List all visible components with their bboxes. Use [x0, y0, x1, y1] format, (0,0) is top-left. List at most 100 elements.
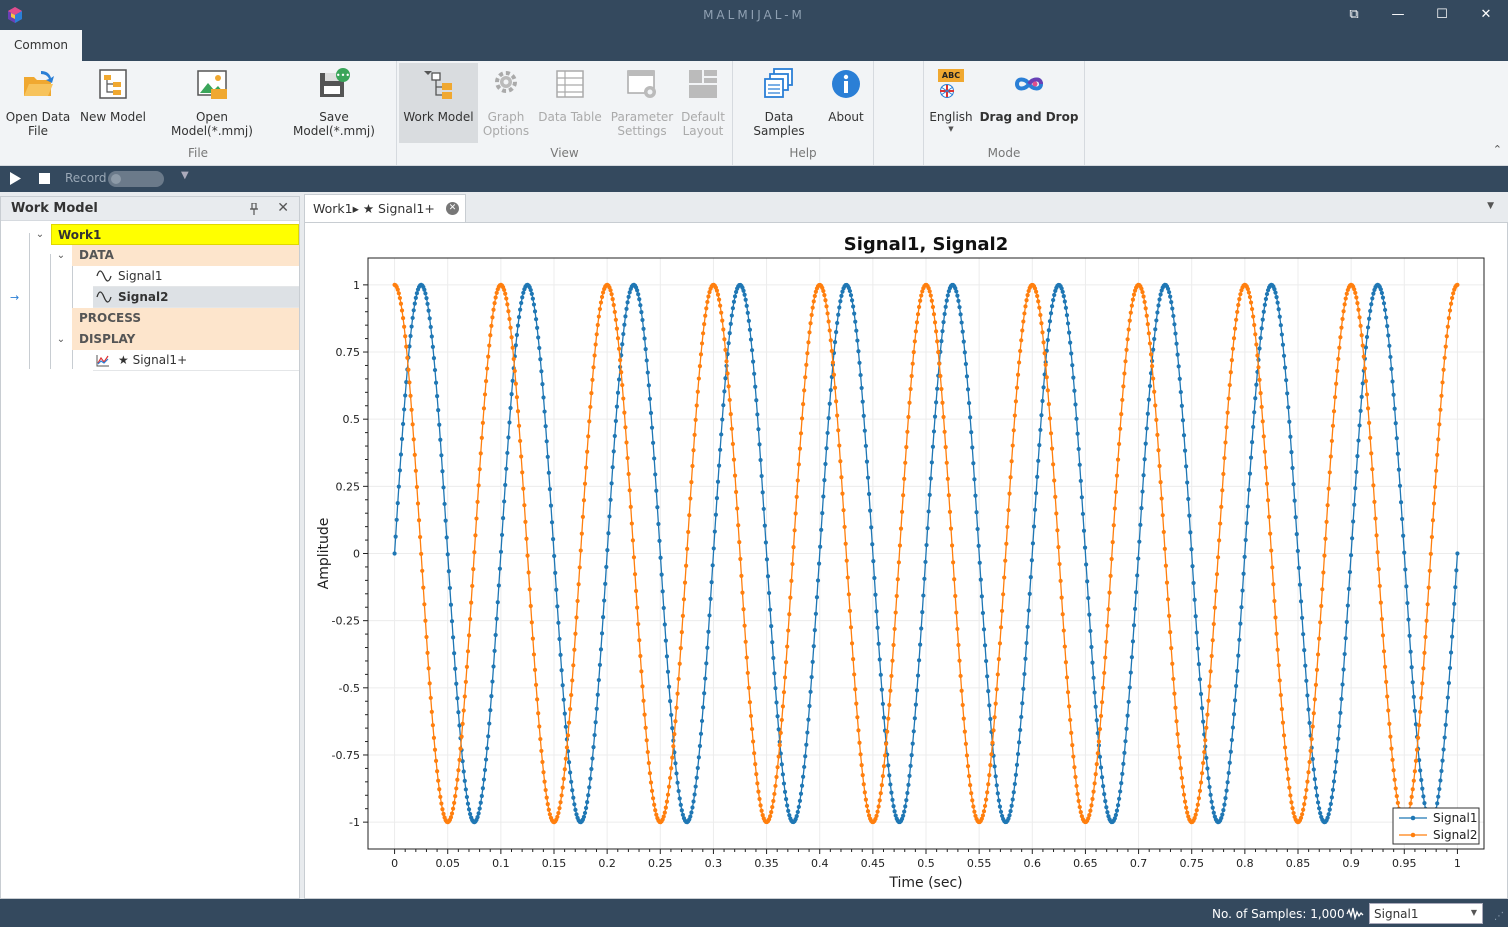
data-point	[440, 469, 445, 474]
close-button[interactable]: ✕	[1480, 7, 1492, 22]
data-point	[1168, 294, 1173, 299]
data-point	[1223, 440, 1228, 445]
data-point	[449, 811, 455, 816]
about-button[interactable]: About	[824, 63, 868, 143]
new-model-button[interactable]: New Model	[78, 63, 148, 143]
data-point	[854, 328, 859, 333]
data-point	[527, 587, 532, 592]
pin-icon[interactable]	[249, 203, 259, 215]
expand-chevron-icon[interactable]: ⌄	[56, 250, 66, 261]
data-point	[464, 794, 470, 800]
data-point	[1387, 721, 1392, 726]
stop-icon[interactable]	[39, 173, 50, 184]
default-layout-button[interactable]: Default Layout	[678, 63, 728, 143]
data-point	[689, 480, 694, 485]
record-toggle[interactable]	[108, 171, 164, 187]
record-dropdown-icon[interactable]: ▼	[181, 170, 189, 181]
play-icon[interactable]	[10, 172, 21, 185]
data-point	[1040, 330, 1045, 335]
data-point	[1103, 655, 1108, 660]
data-point	[773, 686, 778, 691]
data-point	[1398, 500, 1404, 505]
parameter-settings-button[interactable]: Parameter Settings	[610, 63, 674, 143]
data-point	[1173, 331, 1178, 336]
data-point	[529, 620, 534, 625]
data-point	[1173, 705, 1178, 710]
data-point	[655, 505, 660, 510]
data-point	[895, 577, 900, 582]
tree-item-signal1[interactable]: Signal1	[93, 266, 299, 287]
data-point	[614, 404, 620, 409]
data-point	[1095, 751, 1100, 756]
data-point	[548, 503, 554, 508]
tree-category-display[interactable]: DISPLAY	[72, 329, 299, 350]
data-point	[1245, 504, 1250, 509]
tab-list-dropdown-icon[interactable]: ▼	[1487, 201, 1494, 211]
data-point	[1067, 704, 1072, 709]
expand-chevron-icon[interactable]: ⌄	[56, 334, 66, 345]
default-layout-label-1: Default	[681, 110, 725, 124]
data-point	[1015, 372, 1021, 377]
data-point	[660, 589, 665, 594]
open-data-file-button[interactable]: Open Data File	[4, 63, 72, 143]
open-model-button[interactable]: Open Model(*.mmj)	[154, 63, 270, 143]
panel-close-icon[interactable]: ✕	[277, 200, 289, 216]
data-point	[1002, 575, 1007, 580]
data-point	[613, 317, 618, 322]
graph-options-button[interactable]: Graph Options	[480, 63, 532, 143]
expand-chevron-icon[interactable]: ⌄	[35, 229, 45, 240]
maximize-button[interactable]: ☐	[1436, 7, 1448, 22]
signal-select[interactable]: Signal1 ▼	[1369, 903, 1483, 924]
data-point	[1025, 624, 1030, 629]
restore-layout-button[interactable]: ⧉	[1349, 7, 1359, 22]
tree-root-work1[interactable]: Work1	[51, 224, 299, 245]
data-point	[1211, 621, 1216, 627]
data-point	[1084, 562, 1089, 567]
data-point	[761, 506, 766, 512]
minimize-button[interactable]: —	[1391, 7, 1405, 22]
save-model-button[interactable]: ••• Save Model(*.mmj)	[278, 63, 390, 143]
tree-item-display-signal1plus[interactable]: ★ Signal1+	[93, 350, 299, 371]
data-table-button[interactable]: Data Table	[536, 63, 604, 143]
document-tab[interactable]: Work1▸ ★ Signal1+ ✕	[304, 194, 466, 222]
data-point	[503, 482, 508, 488]
data-point	[1440, 758, 1445, 763]
resize-grip-icon[interactable]: ⋰	[1494, 911, 1504, 922]
tab-common[interactable]: Common	[0, 30, 82, 61]
data-point	[569, 692, 574, 698]
data-point	[609, 292, 614, 297]
tree-category-process[interactable]: PROCESS	[72, 308, 299, 329]
data-samples-button[interactable]: Data Samples	[738, 63, 820, 143]
data-point	[726, 341, 731, 346]
data-point	[731, 457, 737, 462]
data-point	[946, 493, 951, 498]
data-point	[1131, 623, 1137, 628]
data-point	[1143, 441, 1148, 446]
data-point	[668, 775, 673, 781]
data-point	[840, 491, 845, 496]
cube-logo-icon[interactable]	[6, 6, 24, 24]
collapse-ribbon-button[interactable]: ⌃	[1492, 143, 1502, 156]
data-point	[962, 350, 967, 355]
data-point	[1361, 354, 1366, 359]
data-point	[438, 794, 443, 799]
drag-and-drop-button[interactable]: Drag and Drop	[978, 63, 1080, 143]
tree-item-signal2[interactable]: Signal2	[93, 287, 299, 308]
data-point	[1119, 411, 1124, 417]
data-point	[1321, 570, 1326, 575]
data-point	[759, 473, 764, 479]
x-tick-label: 0.4	[811, 857, 829, 870]
data-point	[543, 424, 548, 429]
data-point	[482, 767, 488, 773]
work-model-button[interactable]: Work Model	[399, 63, 478, 143]
tree-category-data[interactable]: DATA	[72, 245, 299, 266]
english-language-button[interactable]: ABC English ▼	[928, 63, 974, 143]
data-point	[425, 650, 430, 655]
data-point	[835, 320, 840, 326]
data-point	[1368, 435, 1373, 440]
data-point	[620, 382, 625, 388]
close-tab-icon[interactable]: ✕	[446, 202, 459, 215]
data-point	[697, 364, 703, 369]
data-point	[691, 448, 696, 453]
data-point	[1174, 341, 1179, 346]
